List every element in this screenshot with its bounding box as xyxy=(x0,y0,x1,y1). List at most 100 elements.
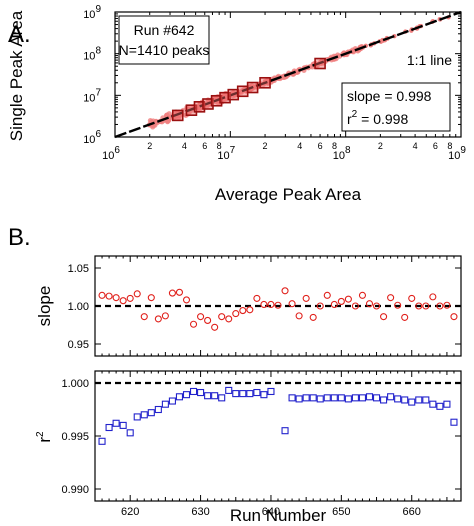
b-y-tick-label: 0.995 xyxy=(61,431,89,443)
a-y-major-tick-label: 109 xyxy=(83,4,101,21)
r2-point xyxy=(309,394,317,402)
b-y-tick-label: 1.05 xyxy=(68,263,89,275)
slope-point xyxy=(323,291,331,299)
slope-y-axis-title: slope xyxy=(35,286,54,327)
slope-plot-ticks: 0.95 1.00 1.05 xyxy=(68,256,462,356)
one-to-one-label: 1:1 line xyxy=(407,52,452,68)
slope-point xyxy=(204,316,212,324)
b-y-tick-label: 0.990 xyxy=(61,484,89,496)
r2-point xyxy=(154,405,162,414)
r2-point xyxy=(133,413,141,421)
slope-point xyxy=(429,293,437,301)
r2-point xyxy=(161,400,169,408)
slope-point xyxy=(358,291,367,299)
r2-point xyxy=(436,402,444,410)
b-x-tick-label: 640 xyxy=(262,506,280,518)
slope-point xyxy=(126,294,134,302)
a-binned-point xyxy=(259,76,271,89)
b-y-tick-label: 1.000 xyxy=(61,378,89,390)
r2-point xyxy=(323,394,331,402)
a-x-major-tick-label: 109 xyxy=(448,145,466,162)
r2-point xyxy=(351,394,359,402)
run-number-x-axis-title: Run Number xyxy=(230,506,327,525)
slope-point xyxy=(281,287,289,295)
fit-stats-box xyxy=(341,82,451,132)
a-x-minor-tick-label: 2 xyxy=(263,141,268,151)
r2-point xyxy=(232,390,240,398)
panel-a-x-axis-title: Average Peak Area xyxy=(215,185,362,204)
slope-point xyxy=(415,302,423,310)
r2-point xyxy=(225,386,233,394)
a-x-minor-tick-label: 4 xyxy=(182,141,187,151)
slope-point xyxy=(112,294,120,302)
a-raw-point xyxy=(147,118,154,124)
slope-point xyxy=(147,294,155,302)
slope-point xyxy=(316,302,324,310)
slope-point xyxy=(218,313,226,321)
slope-point xyxy=(211,323,219,331)
r2-point xyxy=(281,427,289,435)
r2-point xyxy=(182,391,191,399)
run-info-line2: N=1410 peaks xyxy=(119,42,210,58)
r2-point xyxy=(288,394,296,402)
r2-point xyxy=(239,390,247,398)
a-binned-point xyxy=(185,104,198,116)
a-raw-point xyxy=(197,106,203,112)
r2-point xyxy=(429,400,437,408)
run-info-line1: Run #642 xyxy=(134,22,195,38)
slope-points xyxy=(98,287,458,331)
r2-point xyxy=(365,393,374,401)
r2-point xyxy=(337,394,345,402)
r2-point xyxy=(302,394,310,402)
fit-slope-text: slope = 0.998 xyxy=(347,88,432,104)
run-info-box xyxy=(118,15,210,65)
slope-point xyxy=(365,300,374,308)
r2-points xyxy=(98,386,458,445)
a-binned-point xyxy=(246,81,259,94)
a-y-major-tick-label: 106 xyxy=(83,129,101,146)
r2-point xyxy=(147,409,155,417)
b-y-tick-label: 0.95 xyxy=(68,339,89,351)
slope-point xyxy=(408,294,416,302)
slope-point xyxy=(436,302,444,310)
r2-point xyxy=(98,437,106,445)
slope-point xyxy=(105,292,113,300)
slope-point xyxy=(394,301,402,309)
slope-point xyxy=(119,297,127,305)
r2-point xyxy=(119,421,127,429)
r2-point xyxy=(189,387,198,396)
a-binned-point xyxy=(210,94,223,107)
a-x-minor-tick-label: 2 xyxy=(378,141,383,151)
fit-r2-text: r2 = 0.998 xyxy=(347,109,408,127)
r2-point xyxy=(105,423,113,432)
a-x-minor-tick-label: 6 xyxy=(202,141,207,151)
r2-point xyxy=(267,387,275,396)
r2-point xyxy=(140,411,148,419)
slope-point xyxy=(140,313,148,321)
slope-point xyxy=(267,300,275,309)
a-binned-point xyxy=(171,109,184,122)
r2-point xyxy=(330,394,338,402)
slope-point xyxy=(450,313,458,321)
panel-a-y-axis-title: Single Peak Area xyxy=(7,10,26,141)
a-x-minor-tick-label: 8 xyxy=(332,141,337,151)
a-x-minor-tick-label: 8 xyxy=(217,141,222,151)
slope-point xyxy=(372,302,381,310)
slope-point xyxy=(401,313,409,321)
a-x-minor-tick-label: 2 xyxy=(147,141,152,151)
panel-letter-a: A. xyxy=(8,21,31,48)
a-x-minor-tick-label: 6 xyxy=(318,141,323,151)
slope-point xyxy=(380,313,388,321)
a-x-major-tick-label: 106 xyxy=(102,145,120,162)
a-x-major-tick-label: 108 xyxy=(333,145,351,162)
b-x-tick-label: 620 xyxy=(121,506,139,518)
slope-point xyxy=(302,294,310,302)
r2-plot-ticks: 0.990 0.995 1.000 620 630 640 650 660 xyxy=(61,371,462,518)
slope-point xyxy=(133,290,141,298)
r2-plot-frame xyxy=(94,370,462,502)
a-binned-point xyxy=(227,88,240,101)
r2-point xyxy=(401,396,409,404)
r2-point xyxy=(126,429,134,437)
